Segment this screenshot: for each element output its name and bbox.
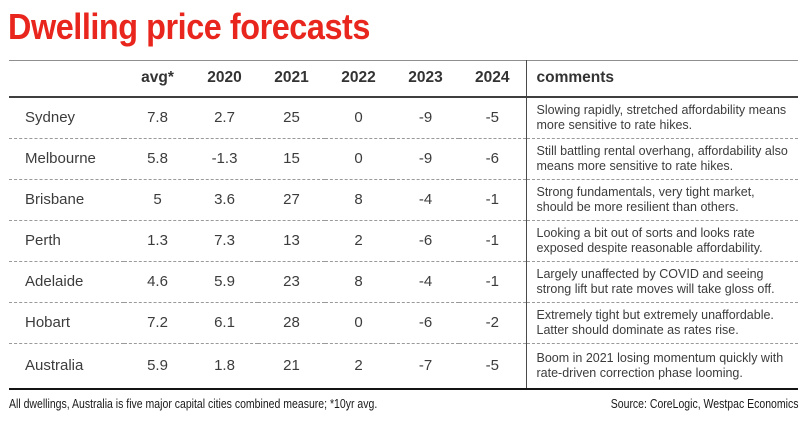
- comment-cell: Largely unaffected by COVID and seeing s…: [525, 260, 798, 303]
- figure-title: Dwelling price forecasts: [8, 6, 370, 47]
- cell-2020: -1.3: [191, 137, 258, 180]
- forecast-table: avg* 2020 2021 2022 2023 2024 comments S…: [9, 59, 798, 391]
- city-name: Brisbane: [9, 178, 124, 221]
- cell-2023: -7: [392, 342, 459, 390]
- cell-2022: 0: [354, 109, 363, 127]
- cell-2023: -4: [392, 260, 459, 303]
- table-row-australia: Australia 5.9 1.8 21 2 -7 -5 Boom in 202…: [9, 342, 798, 390]
- cell-2023: -9: [392, 137, 459, 180]
- table-row-adelaide: Adelaide 4.6 5.9 23 8 -4 -1 Largely unaf…: [9, 260, 798, 303]
- cell-avg: 5.9: [124, 342, 191, 390]
- cell-2021: 23: [258, 260, 325, 303]
- cell-2021: 13: [258, 219, 325, 262]
- cell-2022: 0: [325, 137, 392, 180]
- cell-2023: -9: [418, 109, 433, 127]
- footnote: All dwellings, Australia is five major c…: [9, 397, 378, 412]
- source-credit: Source: CoreLogic, Westpac Economics: [610, 397, 798, 412]
- cell-avg: 1.3: [124, 219, 191, 262]
- cell-2023: -4: [392, 178, 459, 221]
- cell-2024: -5: [459, 342, 526, 390]
- header-city-blank: [9, 60, 124, 98]
- cell-2022: 8: [325, 178, 392, 221]
- cell-2021: 21: [258, 342, 325, 390]
- table-row-sydney: Sydney 7.8 2.7 25 0 -9 -5 Slowing rapidl…: [9, 96, 798, 139]
- cell-2021: 25: [283, 109, 300, 127]
- cell-2020: 2.7: [214, 109, 235, 127]
- figure-dwelling-price-forecasts: Dwelling price forecasts avg* 2020 2021 …: [0, 7, 807, 411]
- city-name: Adelaide: [9, 260, 124, 303]
- cell-2024: -6: [459, 137, 526, 180]
- cell-avg: 7.2: [124, 301, 191, 344]
- header-comments: comments: [525, 60, 798, 98]
- city-name: Sydney: [25, 109, 76, 127]
- comment-cell: Looking a bit out of sorts and looks rat…: [525, 219, 798, 262]
- cell-2022: 2: [325, 219, 392, 262]
- cell-2024: -1: [459, 178, 526, 221]
- header-2023: 2023: [392, 60, 459, 98]
- cell-2024: -1: [459, 219, 526, 262]
- cell-2024: -1: [459, 260, 526, 303]
- cell-2020: 5.9: [191, 260, 258, 303]
- header-2024: 2024: [459, 60, 526, 98]
- cell-2021: 15: [258, 137, 325, 180]
- city-name: Perth: [9, 219, 124, 262]
- comment-cell: Strong fundamentals, very tight market, …: [525, 178, 798, 221]
- cell-2023: -6: [392, 301, 459, 344]
- cell-2020: 1.8: [191, 342, 258, 390]
- cell-avg: 5.8: [124, 137, 191, 180]
- header-2020: 2020: [191, 60, 258, 98]
- cell-avg: 7.8: [147, 109, 168, 127]
- comment-cell: Slowing rapidly, stretched affordability…: [525, 96, 798, 139]
- comment-cell: Still battling rental overhang, affordab…: [525, 137, 798, 180]
- comment-cell: Boom in 2021 losing momentum quickly wit…: [525, 342, 798, 390]
- cell-2020: 6.1: [191, 301, 258, 344]
- cell-2022: 8: [325, 260, 392, 303]
- header-2021: 2021: [258, 60, 325, 98]
- table-row-melbourne: Melbourne 5.8 -1.3 15 0 -9 -6 Still batt…: [9, 137, 798, 180]
- header-avg: avg*: [124, 60, 191, 98]
- city-name: Melbourne: [9, 137, 124, 180]
- cell-2024: -2: [459, 301, 526, 344]
- cell-2022: 2: [325, 342, 392, 390]
- header-2022: 2022: [325, 60, 392, 98]
- cell-2024: -5: [485, 109, 499, 127]
- table-footer: All dwellings, Australia is five major c…: [9, 397, 798, 411]
- cell-2020: 3.6: [191, 178, 258, 221]
- header-row: avg* 2020 2021 2022 2023 2024 comments: [9, 60, 798, 98]
- city-name: Hobart: [9, 301, 124, 344]
- cell-2021: 27: [258, 178, 325, 221]
- cell-avg: 5: [124, 178, 191, 221]
- cell-2020: 7.3: [191, 219, 258, 262]
- cell-2023: -6: [392, 219, 459, 262]
- city-name: Australia: [9, 342, 124, 390]
- table-row-brisbane: Brisbane 5 3.6 27 8 -4 -1 Strong fundame…: [9, 178, 798, 221]
- cell-avg: 4.6: [124, 260, 191, 303]
- cell-2021: 28: [258, 301, 325, 344]
- cell-2022: 0: [325, 301, 392, 344]
- comment-cell: Extremely tight but extremely unaffordab…: [525, 301, 798, 344]
- table-row-hobart: Hobart 7.2 6.1 28 0 -6 -2 Extremely tigh…: [9, 301, 798, 344]
- table-row-perth: Perth 1.3 7.3 13 2 -6 -1 Looking a bit o…: [9, 219, 798, 262]
